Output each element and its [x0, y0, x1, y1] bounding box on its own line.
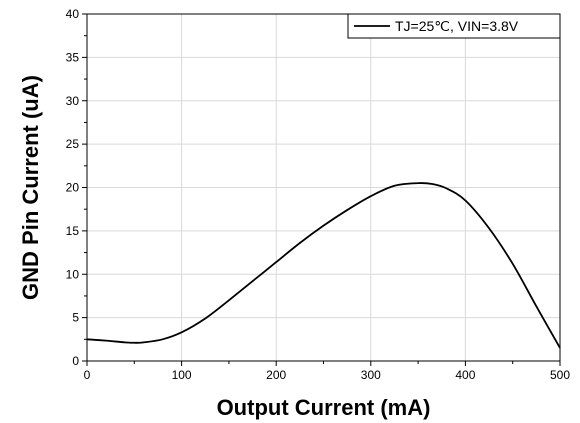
- legend-label: TJ=25℃, VIN=3.8V: [395, 18, 519, 34]
- y-tick-label: 10: [66, 267, 80, 281]
- series-layer: [86, 182, 561, 349]
- x-tick-label: 100: [172, 368, 192, 382]
- tick-labels: 0 100 200 300 400 500 0 5 10 15 20 25 30 35 40: [66, 7, 571, 382]
- x-tick-label: 400: [455, 368, 475, 382]
- legend: TJ=25℃, VIN=3.8V: [347, 13, 561, 39]
- x-axis-title: Output Current (mA): [217, 395, 431, 420]
- x-tick-label: 500: [550, 368, 570, 382]
- x-tick-label: 300: [361, 368, 381, 382]
- axis-ticks: [82, 13, 561, 366]
- y-tick-label: 0: [72, 354, 79, 368]
- y-axis-title: GND Pin Current (uA): [18, 75, 43, 300]
- grid-lines: [87, 14, 560, 361]
- y-tick-label: 15: [66, 224, 80, 238]
- y-tick-label: 20: [66, 181, 80, 195]
- y-tick-label: 25: [66, 137, 80, 151]
- y-tick-label: 5: [72, 311, 79, 325]
- y-tick-label: 30: [66, 94, 80, 108]
- y-tick-label: 40: [66, 7, 80, 21]
- y-tick-label: 35: [66, 50, 80, 64]
- series-line: [86, 182, 561, 349]
- x-tick-label: 0: [84, 368, 91, 382]
- x-tick-label: 200: [266, 368, 286, 382]
